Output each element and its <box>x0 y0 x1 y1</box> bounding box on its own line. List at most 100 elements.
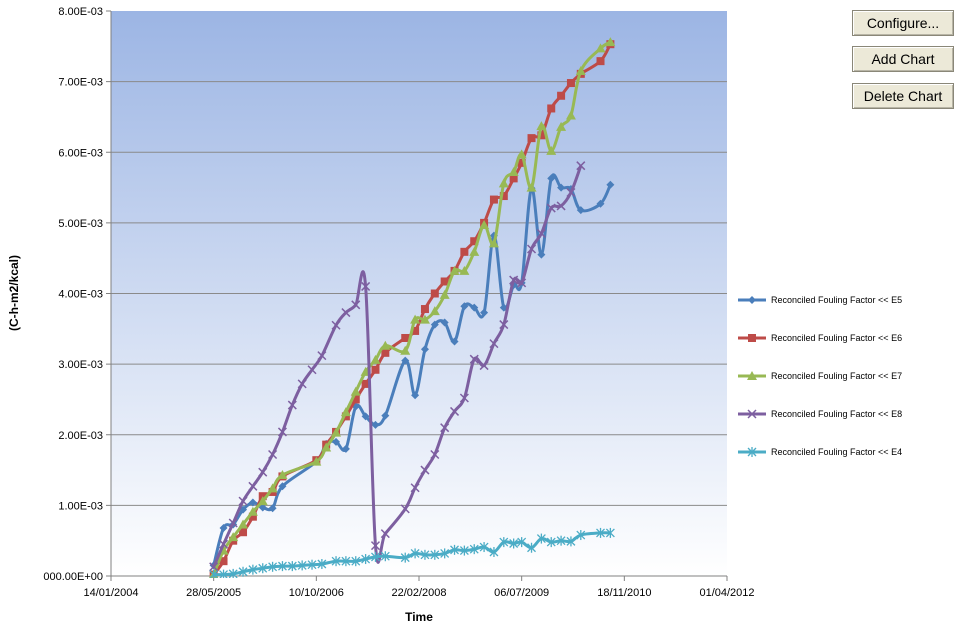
data-point-E7 <box>449 265 460 275</box>
data-point-E4 <box>380 551 390 562</box>
data-point-E7 <box>546 145 557 155</box>
legend-label: Reconciled Fouling Factor << E4 <box>771 447 902 457</box>
x-tick-labels: 14/01/2004 28/05/2005 10/10/2006 22/02/2008… <box>83 587 754 599</box>
data-point-E7 <box>350 386 361 396</box>
add-chart-button[interactable]: Add Chart <box>852 46 954 72</box>
data-point-E6 <box>470 237 479 246</box>
data-point-E5 <box>557 183 566 192</box>
data-point-E7 <box>321 442 332 452</box>
y-tick-label: 000.00E+00 <box>43 571 103 583</box>
data-point-E7 <box>419 314 430 324</box>
data-point-E5 <box>470 303 479 312</box>
data-point-E5 <box>401 356 410 365</box>
x-tick-label: 28/05/2005 <box>186 587 241 599</box>
data-point-E7 <box>575 66 586 76</box>
legend-entry-E7: Reconciled Fouling Factor << E7 <box>738 371 902 381</box>
configure-button[interactable]: Configure... <box>852 10 954 36</box>
data-point-E8 <box>248 481 258 491</box>
data-point-E5 <box>547 174 556 183</box>
data-point-E4 <box>459 545 469 556</box>
data-point-E5 <box>420 345 429 354</box>
data-point-E5 <box>278 482 287 491</box>
x-axis-title: Time <box>405 610 433 624</box>
legend-marker <box>747 371 757 380</box>
data-point-E4 <box>420 549 430 560</box>
data-point-E4 <box>277 561 287 572</box>
legend-entry-E4: Reconciled Fouling Factor << E4 <box>738 447 902 457</box>
data-point-E6 <box>351 395 360 404</box>
legend-marker <box>747 409 757 419</box>
y-tick-label: 3.00E-03 <box>58 359 103 371</box>
data-point-E5 <box>341 444 350 453</box>
data-point-E7 <box>228 532 239 542</box>
data-point-E6 <box>547 104 556 113</box>
data-point-E6 <box>361 379 370 388</box>
data-point-E4 <box>576 530 586 541</box>
series-E8 <box>209 161 586 572</box>
x-tick-label: 14/01/2004 <box>83 587 138 599</box>
data-point-E8 <box>317 351 327 361</box>
data-point-E7 <box>247 506 258 516</box>
legend-label: Reconciled Fouling Factor << E8 <box>771 409 902 419</box>
data-point-E5 <box>430 320 439 329</box>
data-point-E6 <box>401 333 410 342</box>
data-point-E5 <box>576 206 585 215</box>
data-point-E6 <box>499 192 508 201</box>
data-point-E7 <box>410 314 421 324</box>
data-point-E8 <box>556 201 566 211</box>
data-point-E7 <box>488 238 499 248</box>
legend-marker <box>747 447 757 457</box>
delete-chart-button[interactable]: Delete Chart <box>852 83 954 109</box>
data-point-E4 <box>509 538 519 549</box>
data-point-E4 <box>546 537 556 548</box>
data-point-E4 <box>517 537 527 548</box>
y-tick-label: 8.00E-03 <box>58 6 103 18</box>
data-point-E7 <box>556 121 567 131</box>
data-point-E6 <box>596 57 605 66</box>
data-point-E6 <box>371 365 380 374</box>
data-point-E8 <box>209 562 219 572</box>
data-point-E7 <box>595 43 606 53</box>
data-point-E6 <box>430 289 439 298</box>
data-point-E7 <box>605 37 616 47</box>
data-point-E4 <box>479 542 489 553</box>
data-point-E8 <box>576 161 586 171</box>
data-point-E7 <box>429 306 440 316</box>
data-point-E8 <box>420 465 430 475</box>
data-point-E5 <box>440 318 449 327</box>
data-point-E6 <box>440 277 449 286</box>
data-point-E4 <box>351 556 361 567</box>
data-point-E7 <box>400 345 411 355</box>
data-point-E6 <box>509 174 518 183</box>
series-lines <box>208 37 616 578</box>
y-tick-label: 6.00E-03 <box>58 147 103 159</box>
y-tick-label: 1.00E-03 <box>58 500 103 512</box>
data-point-E6 <box>537 131 546 140</box>
legend-entry-E5: Reconciled Fouling Factor << E5 <box>738 295 902 305</box>
data-point-E8 <box>517 278 527 288</box>
data-point-E4 <box>258 563 268 574</box>
data-point-E7 <box>479 219 490 229</box>
data-point-E4 <box>209 569 219 578</box>
data-point-E4 <box>410 548 420 559</box>
data-point-E4 <box>238 566 248 577</box>
data-point-E4 <box>331 556 341 567</box>
data-point-E5 <box>537 250 546 259</box>
data-point-E8 <box>351 300 361 310</box>
data-point-E6 <box>557 91 566 100</box>
data-point-E7 <box>311 456 322 466</box>
data-point-E8 <box>410 483 420 493</box>
y-tick-label: 7.00E-03 <box>58 77 103 89</box>
data-point-E8 <box>287 400 297 410</box>
data-point-E5 <box>411 391 420 400</box>
data-point-E5 <box>450 337 459 346</box>
data-point-E6 <box>460 247 469 256</box>
data-point-E5 <box>596 199 605 208</box>
data-point-E4 <box>297 560 307 571</box>
x-tick-label: 18/11/2010 <box>597 587 651 599</box>
legend-marker <box>748 296 756 304</box>
data-point-E8 <box>400 504 410 514</box>
legend-label: Reconciled Fouling Factor << E6 <box>771 333 902 343</box>
data-point-E4 <box>287 561 297 572</box>
